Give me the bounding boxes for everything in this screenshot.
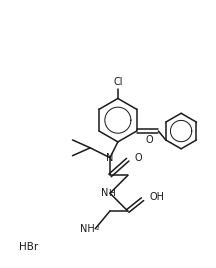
Text: HBr: HBr <box>19 241 38 252</box>
Text: O: O <box>146 135 153 145</box>
Text: OH: OH <box>149 192 164 202</box>
Text: N: N <box>101 188 108 198</box>
Text: H: H <box>108 189 115 198</box>
Text: Cl: Cl <box>113 77 123 87</box>
Text: $_2$: $_2$ <box>95 224 100 233</box>
Text: N: N <box>106 153 114 163</box>
Text: NH: NH <box>80 224 95 234</box>
Text: O: O <box>135 153 142 163</box>
